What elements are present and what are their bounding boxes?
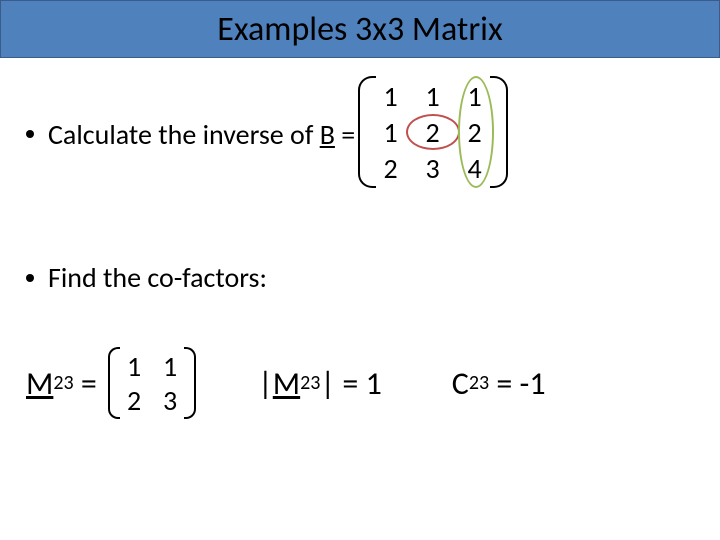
b-cell: 2	[454, 114, 496, 150]
b-cell: 1	[370, 114, 412, 150]
slide-title: Examples 3x3 Matrix	[217, 9, 502, 50]
b-cell: 1	[454, 78, 496, 114]
b-cell: 4	[454, 150, 496, 186]
minor-matrix: 1 1 2 3	[116, 349, 188, 417]
minor-var: M	[26, 364, 53, 403]
cof-var: C	[452, 364, 469, 403]
calc-prefix: Calculate the inverse of	[48, 117, 320, 152]
b-cell: 1	[412, 78, 454, 114]
m-cell: 2	[116, 383, 152, 417]
det-suf: | =	[320, 364, 365, 403]
m-cell: 1	[116, 349, 152, 383]
minor-grid: 1 1 2 3	[116, 349, 188, 417]
b-cell: 2	[370, 150, 412, 186]
det-sub: 23	[300, 371, 320, 395]
det-pre: |	[258, 364, 273, 403]
paren-left-icon	[108, 347, 120, 419]
matrix-B-grid: 1 1 1 1 2 2 2 3 4	[370, 78, 496, 186]
cof-group: C 23 = -1	[452, 364, 546, 403]
cof-sub: 23	[469, 371, 489, 395]
b-cell: 2	[412, 114, 454, 150]
m-cell: 1	[152, 349, 188, 383]
results-row: M 23 = 1 1 2 3 | M 23 | = 1 C 2	[20, 349, 700, 417]
title-bar: Examples 3x3 Matrix	[0, 0, 720, 58]
det-val: 1	[366, 364, 382, 403]
cofactor-line: Find the co-factors:	[20, 260, 700, 295]
bullet-icon	[26, 130, 34, 138]
b-cell: 1	[370, 78, 412, 114]
calc-line: Calculate the inverse of B = 1 1 1 1 2 2…	[20, 80, 700, 188]
det-group: | M 23 | = 1	[258, 364, 382, 403]
cofactor-text: Find the co-factors:	[48, 260, 267, 295]
calc-var: B	[320, 117, 335, 152]
cof-val: -1	[520, 364, 546, 403]
b-cell: 3	[412, 150, 454, 186]
bullet-icon	[26, 274, 34, 282]
minor-eq: =	[74, 364, 104, 403]
minor-group: M 23 = 1 1 2 3	[26, 349, 188, 417]
minor-sub: 23	[53, 371, 73, 395]
content-area: Calculate the inverse of B = 1 1 1 1 2 2…	[0, 58, 720, 431]
cof-eq: =	[489, 364, 519, 403]
det-var: M	[273, 364, 300, 403]
paren-right-icon	[184, 347, 196, 419]
matrix-B: 1 1 1 1 2 2 2 3 4	[370, 78, 496, 186]
m-cell: 3	[152, 383, 188, 417]
